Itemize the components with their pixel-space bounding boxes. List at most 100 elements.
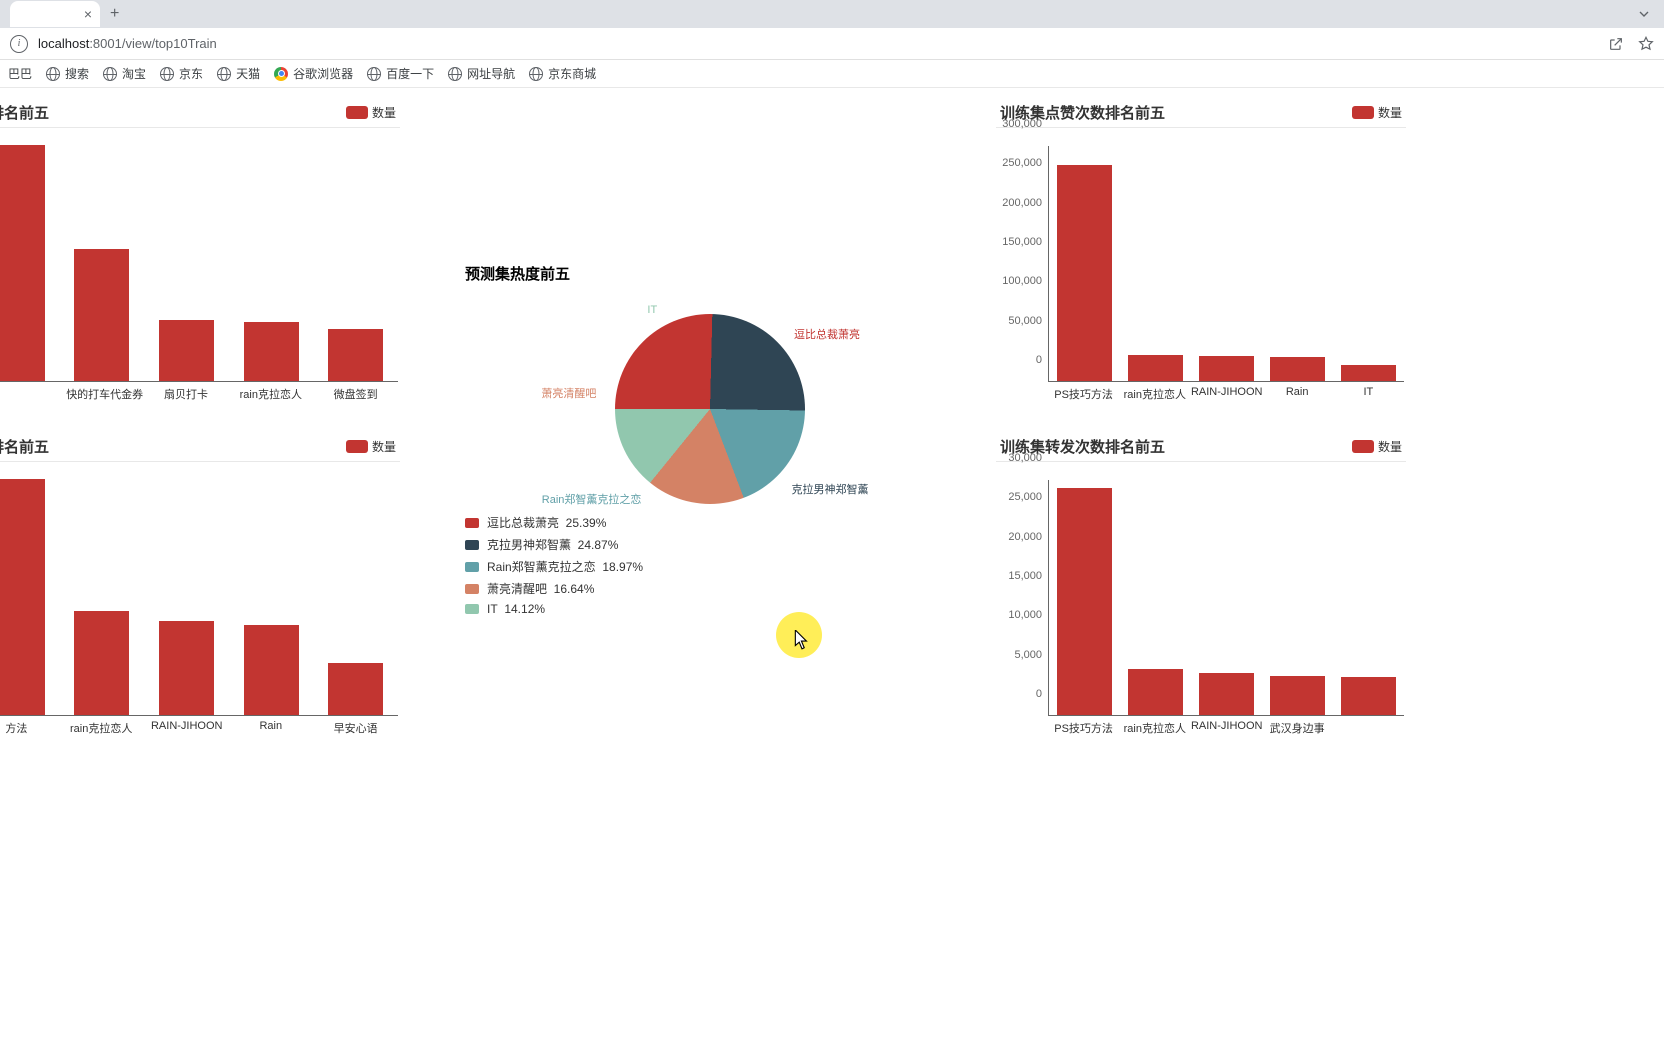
pie-slice-label: 萧亮清醒吧 (541, 385, 596, 401)
bookmark-star-icon[interactable] (1638, 36, 1654, 52)
x-tick-label: PS技巧方法 (1049, 720, 1119, 740)
globe-icon (103, 67, 117, 81)
page-content: 数排名前五 数量 快的打车代金券扇贝打卡rain克拉恋人微盘签到 数排名前五 数… (0, 88, 1664, 1040)
pie-slice-label: Rain郑智薰克拉之恋 (542, 491, 642, 507)
bar (244, 322, 299, 381)
bookmark-item[interactable]: 京东商城 (529, 65, 596, 82)
bar (1341, 365, 1396, 381)
bar (1057, 488, 1112, 715)
bar (74, 611, 129, 715)
url-port: :8001 (89, 36, 122, 51)
pie-legend-row: IT 14.12% (465, 602, 643, 616)
bookmark-item[interactable]: 巴巴 (8, 65, 32, 82)
bar (1341, 677, 1396, 715)
site-info-icon[interactable]: i (10, 35, 28, 53)
pie-legend-row: 逗比总裁萧亮 25.39% (465, 514, 643, 531)
bar (244, 625, 299, 715)
y-tick-label: 25,000 (1008, 491, 1042, 503)
share-icon[interactable] (1608, 36, 1624, 52)
chart-top-left: 数排名前五 数量 快的打车代金券扇贝打卡rain克拉恋人微盘签到 (0, 96, 400, 406)
y-tick-label: 30,000 (1008, 452, 1042, 464)
globe-icon (160, 67, 174, 81)
chart-bottom-right: 训练集转发次数排名前五 数量 30,00025,00020,00015,0001… (996, 430, 1406, 740)
y-tick-label: 250,000 (1002, 157, 1042, 169)
x-tick-label: IT (1333, 386, 1403, 406)
bar (74, 249, 129, 381)
url-host: localhost (38, 36, 89, 51)
x-tick-label: 早安心语 (321, 720, 391, 740)
browser-tab[interactable]: × (10, 1, 100, 27)
pie-legend-row: 克拉男神郑智薰 24.87% (465, 536, 643, 553)
x-tick-label: Rain (236, 720, 306, 740)
pie-slice-label: 逗比总裁萧亮 (794, 326, 860, 342)
bookmark-label: 天猫 (236, 65, 260, 82)
globe-icon (217, 67, 231, 81)
globe-icon (46, 67, 60, 81)
chrome-icon (274, 67, 288, 81)
y-tick-label: 15,000 (1008, 570, 1042, 582)
bar (1199, 673, 1254, 715)
chart-title: 数排名前五 (0, 102, 49, 123)
legend-label: 逗比总裁萧亮 25.39% (487, 514, 606, 531)
x-tick-label: rain克拉恋人 (66, 720, 136, 740)
cursor-icon (794, 630, 810, 650)
bookmark-item[interactable]: 谷歌浏览器 (274, 65, 353, 82)
x-tick-label: rain克拉恋人 (236, 386, 306, 406)
y-tick-label: 100,000 (1002, 275, 1042, 287)
tab-strip: × + (0, 0, 1664, 28)
y-tick-label: 5,000 (1014, 649, 1042, 661)
legend-swatch (346, 440, 368, 453)
y-tick-label: 0 (1036, 354, 1042, 366)
legend-swatch (465, 540, 479, 550)
bar (1128, 355, 1183, 381)
legend-swatch (465, 604, 479, 614)
chart-top-right: 训练集点赞次数排名前五 数量 300,000250,000200,000150,… (996, 96, 1406, 406)
x-tick-label: 微盘签到 (321, 386, 391, 406)
x-tick-label: rain克拉恋人 (1120, 386, 1190, 406)
bar (0, 145, 45, 381)
globe-icon (367, 67, 381, 81)
bar (0, 479, 45, 715)
bookmark-item[interactable]: 淘宝 (103, 65, 146, 82)
bar (1270, 357, 1325, 381)
legend-swatch (1352, 440, 1374, 453)
x-tick-label: PS技巧方法 (1049, 386, 1119, 406)
chart-pie-center: 预测集热度前五 逗比总裁萧亮克拉男神郑智薰 Rain郑智薰克拉之恋萧亮清醒吧 IT … (465, 263, 965, 634)
bookmark-label: 网址导航 (467, 65, 515, 82)
x-tick-label: 方法 (0, 720, 51, 740)
legend-swatch (465, 518, 479, 528)
y-tick-label: 10,000 (1008, 609, 1042, 621)
pie-legend-row: Rain郑智薰克拉之恋 18.97% (465, 558, 643, 575)
bar (328, 329, 383, 381)
x-tick-label: RAIN-JIHOON (151, 720, 221, 740)
bar (1128, 669, 1183, 715)
url-display[interactable]: localhost:8001/view/top10Train (38, 36, 1608, 51)
pie-slice-label: IT (647, 304, 657, 316)
bookmarks-bar: 巴巴 搜索 淘宝 京东 天猫 谷歌浏览器 百度一下 网址导航 京东商城 (0, 60, 1664, 88)
tabs-dropdown-icon[interactable] (1636, 6, 1652, 22)
bookmark-item[interactable]: 百度一下 (367, 65, 434, 82)
bookmark-label: 京东商城 (548, 65, 596, 82)
bookmark-label: 搜索 (65, 65, 89, 82)
legend-label: 克拉男神郑智薰 24.87% (487, 536, 618, 553)
legend-swatch (465, 562, 479, 572)
chart-title: 预测集热度前五 (465, 263, 965, 284)
bookmark-label: 淘宝 (122, 65, 146, 82)
bar (159, 621, 214, 715)
bookmark-item[interactable]: 天猫 (217, 65, 260, 82)
y-tick-label: 20,000 (1008, 531, 1042, 543)
bookmark-item[interactable]: 京东 (160, 65, 203, 82)
bookmark-item[interactable]: 网址导航 (448, 65, 515, 82)
globe-icon (529, 67, 543, 81)
chart-title: 数排名前五 (0, 436, 49, 457)
bookmark-item[interactable]: 搜索 (46, 65, 89, 82)
legend-label: 数量 (1378, 438, 1402, 455)
pie-legend-row: 萧亮清醒吧 16.64% (465, 580, 643, 597)
url-path: /view/top10Train (122, 36, 217, 51)
new-tab-button[interactable]: + (110, 5, 119, 23)
close-tab-icon[interactable]: × (84, 6, 92, 22)
legend-label: 数量 (1378, 104, 1402, 121)
y-tick-label: 150,000 (1002, 236, 1042, 248)
bar (328, 663, 383, 715)
pie-slice-label: 克拉男神郑智薰 (792, 481, 869, 497)
